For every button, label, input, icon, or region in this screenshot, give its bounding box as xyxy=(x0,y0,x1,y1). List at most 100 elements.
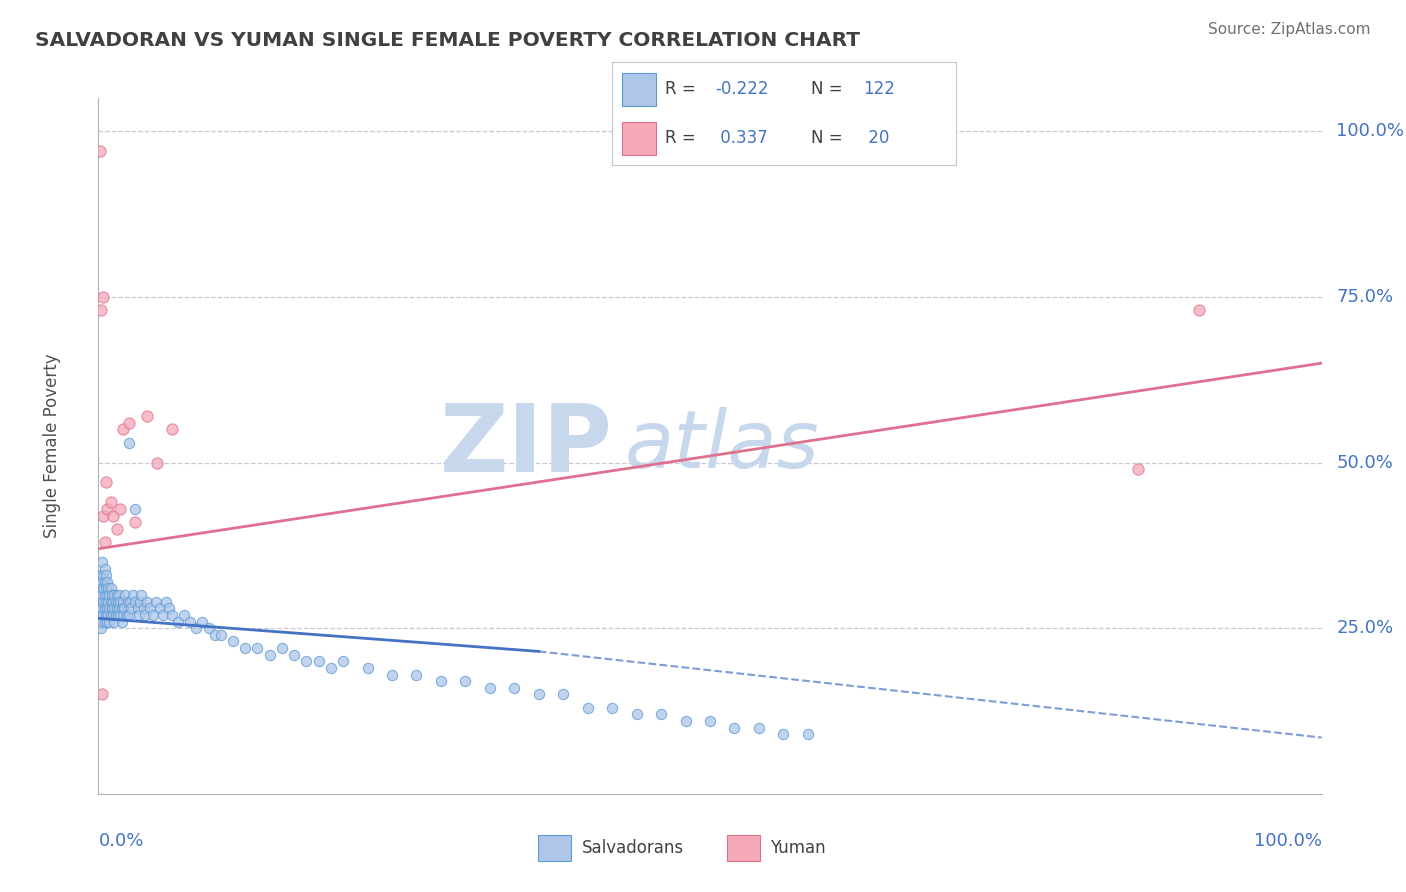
Point xyxy=(91,588,114,602)
Point xyxy=(100,582,122,596)
Bar xyxy=(727,836,761,861)
Point xyxy=(191,615,214,629)
Point xyxy=(576,700,599,714)
Point xyxy=(124,515,146,529)
Point xyxy=(96,574,118,589)
Point xyxy=(259,648,281,662)
Point xyxy=(319,661,342,675)
Point xyxy=(167,615,190,629)
Point xyxy=(91,688,114,702)
Point xyxy=(107,595,129,609)
Point xyxy=(94,475,117,490)
Point xyxy=(111,601,134,615)
Point xyxy=(97,607,120,622)
Text: 20: 20 xyxy=(863,129,890,147)
Point xyxy=(699,714,721,728)
Point xyxy=(675,714,697,728)
Point xyxy=(101,601,124,615)
Point xyxy=(1188,303,1211,318)
Point xyxy=(152,607,174,622)
Point xyxy=(155,595,177,609)
Point xyxy=(121,588,143,602)
Point xyxy=(96,502,118,516)
Point xyxy=(381,667,404,681)
Text: 25.0%: 25.0% xyxy=(1336,619,1393,637)
Point xyxy=(478,681,501,695)
Point xyxy=(124,502,146,516)
Point xyxy=(270,641,294,656)
Point xyxy=(94,607,117,622)
Point xyxy=(160,422,183,436)
Point xyxy=(142,607,165,622)
Point xyxy=(723,721,745,735)
Point xyxy=(454,674,477,689)
Text: Single Female Poverty: Single Female Poverty xyxy=(44,354,60,538)
Point xyxy=(204,628,226,642)
Point xyxy=(89,574,111,589)
Point xyxy=(132,601,155,615)
Point xyxy=(91,568,114,582)
Point xyxy=(124,595,146,609)
Point xyxy=(120,595,142,609)
Bar xyxy=(537,836,571,861)
Bar xyxy=(621,73,657,105)
Point xyxy=(105,588,128,602)
Point xyxy=(145,595,167,609)
Point xyxy=(107,607,129,622)
Point xyxy=(356,661,378,675)
Point xyxy=(101,595,124,609)
Point xyxy=(91,595,114,609)
Point xyxy=(139,601,162,615)
Point xyxy=(650,707,672,722)
Text: SALVADORAN VS YUMAN SINGLE FEMALE POVERTY CORRELATION CHART: SALVADORAN VS YUMAN SINGLE FEMALE POVERT… xyxy=(35,31,860,50)
Point xyxy=(97,582,120,596)
Point xyxy=(209,628,232,642)
Point xyxy=(89,588,111,602)
Point xyxy=(797,727,820,741)
Point xyxy=(91,508,114,523)
Point xyxy=(111,422,134,436)
Point xyxy=(197,621,219,635)
Point xyxy=(748,721,770,735)
Point xyxy=(157,601,180,615)
Point xyxy=(104,607,127,622)
Point xyxy=(93,574,115,589)
Point xyxy=(110,607,132,622)
Point xyxy=(105,601,128,615)
Point xyxy=(295,654,318,668)
Point xyxy=(149,601,172,615)
Text: Source: ZipAtlas.com: Source: ZipAtlas.com xyxy=(1208,22,1371,37)
Point xyxy=(93,535,115,549)
Point xyxy=(93,601,115,615)
Point xyxy=(100,495,122,509)
Point xyxy=(117,595,139,609)
Point xyxy=(98,588,121,602)
Point xyxy=(96,601,118,615)
Point xyxy=(90,568,112,582)
Point xyxy=(103,588,125,602)
Point xyxy=(89,144,111,158)
Point xyxy=(118,435,141,450)
Text: -0.222: -0.222 xyxy=(716,80,769,98)
Text: R =: R = xyxy=(665,80,696,98)
Point xyxy=(173,607,195,622)
Point xyxy=(233,641,256,656)
Text: 100.0%: 100.0% xyxy=(1336,122,1405,140)
Point xyxy=(93,561,115,575)
Text: atlas: atlas xyxy=(624,407,820,485)
Text: Yuman: Yuman xyxy=(770,839,827,857)
Text: N =: N = xyxy=(811,129,844,147)
Text: 0.0%: 0.0% xyxy=(98,832,143,850)
Point xyxy=(553,688,575,702)
Bar xyxy=(621,122,657,155)
Point xyxy=(112,601,135,615)
Point xyxy=(118,416,141,430)
Point xyxy=(101,588,124,602)
Point xyxy=(114,588,136,602)
Text: R =: R = xyxy=(665,129,696,147)
Point xyxy=(105,522,128,536)
Point xyxy=(128,607,150,622)
Point xyxy=(527,688,550,702)
Point xyxy=(283,648,305,662)
Point xyxy=(103,615,125,629)
